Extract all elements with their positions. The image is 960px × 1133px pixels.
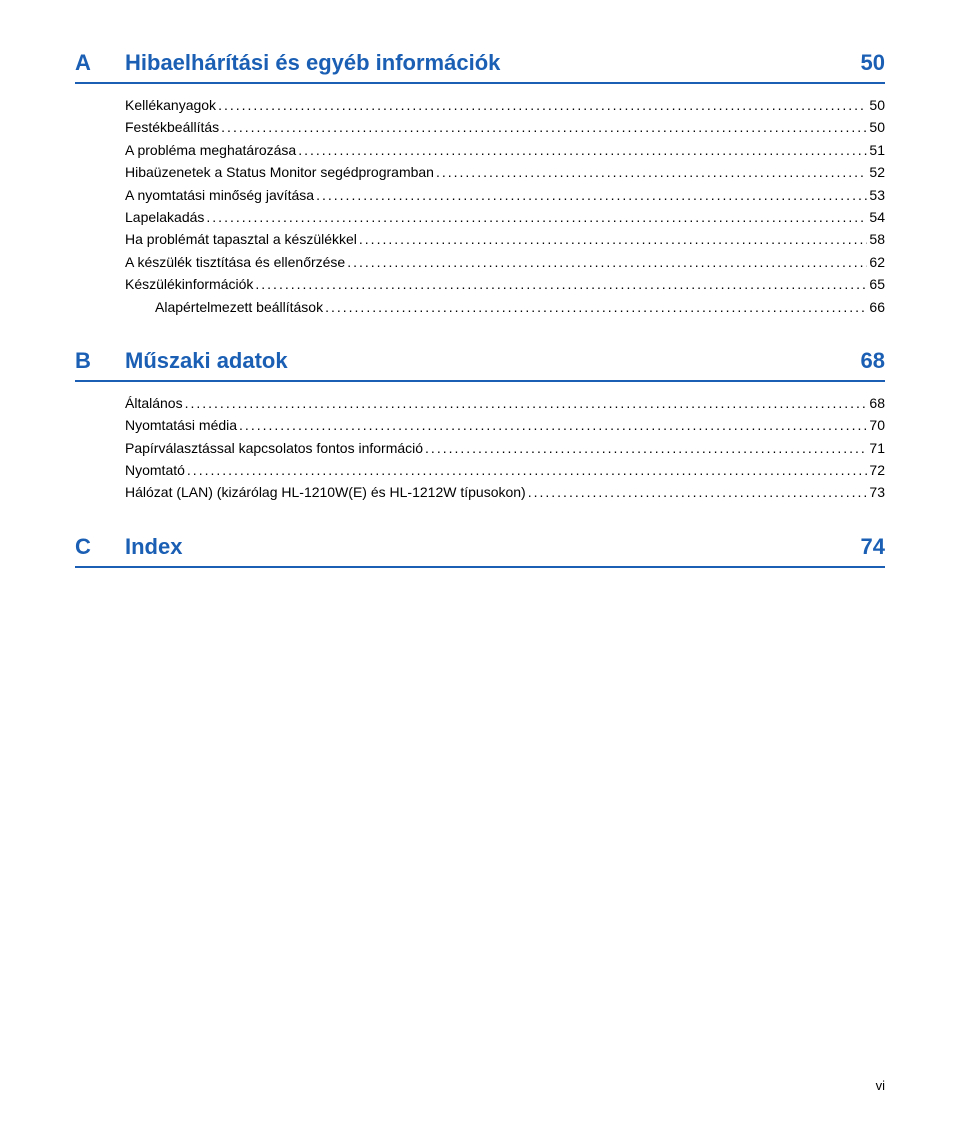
toc-leader-dots — [316, 184, 867, 206]
toc-leader-dots — [359, 228, 868, 250]
toc-item: Papírválasztással kapcsolatos fontos inf… — [125, 437, 885, 459]
table-of-contents: AHibaelhárítási és egyéb információk50Ke… — [75, 50, 885, 568]
toc-leader-dots — [347, 251, 867, 273]
toc-item-page: 65 — [869, 273, 885, 295]
toc-item-label: Papírválasztással kapcsolatos fontos inf… — [125, 437, 423, 459]
toc-item: Festékbeállítás 50 — [125, 116, 885, 138]
toc-item-label: Ha problémát tapasztal a készülékkel — [125, 228, 357, 250]
toc-item-page: 70 — [869, 414, 885, 436]
toc-item-page: 68 — [869, 392, 885, 414]
toc-section-letter: C — [75, 534, 125, 560]
toc-leader-dots — [325, 296, 867, 318]
toc-item-label: Lapelakadás — [125, 206, 204, 228]
toc-leader-dots — [221, 116, 867, 138]
toc-leader-dots — [425, 437, 867, 459]
toc-leader-dots — [255, 273, 867, 295]
toc-section-header: BMűszaki adatok68 — [75, 348, 885, 382]
toc-leader-dots — [185, 392, 868, 414]
toc-section-page: 50 — [861, 50, 885, 76]
toc-section: CIndex74 — [75, 534, 885, 568]
toc-leader-dots — [436, 161, 867, 183]
toc-item-page: 73 — [869, 481, 885, 503]
toc-item: Nyomtatási média 70 — [125, 414, 885, 436]
toc-section: AHibaelhárítási és egyéb információk50Ke… — [75, 50, 885, 318]
toc-item: Ha problémát tapasztal a készülékkel 58 — [125, 228, 885, 250]
toc-section-body: Kellékanyagok50Festékbeállítás50A problé… — [75, 94, 885, 318]
toc-item-label: Nyomtatási média — [125, 414, 237, 436]
toc-item: A készülék tisztítása és ellenőrzése 62 — [125, 251, 885, 273]
toc-item-page: 52 — [869, 161, 885, 183]
toc-item: Hálózat (LAN) (kizárólag HL-1210W(E) és … — [125, 481, 885, 503]
toc-item-label: A készülék tisztítása és ellenőrzése — [125, 251, 345, 273]
toc-leader-dots — [298, 139, 867, 161]
toc-item-page: 50 — [869, 116, 885, 138]
toc-item-page: 54 — [869, 206, 885, 228]
toc-item-label: A probléma meghatározása — [125, 139, 296, 161]
toc-item: A probléma meghatározása 51 — [125, 139, 885, 161]
toc-section-title: Műszaki adatok — [125, 348, 861, 374]
toc-item-label: Általános — [125, 392, 183, 414]
toc-item-page: 62 — [869, 251, 885, 273]
toc-item-label: Festékbeállítás — [125, 116, 219, 138]
toc-item-page: 72 — [869, 459, 885, 481]
toc-item-label: Hibaüzenetek a Status Monitor segédprogr… — [125, 161, 434, 183]
toc-item-page: 51 — [869, 139, 885, 161]
toc-item-page: 71 — [869, 437, 885, 459]
toc-leader-dots — [187, 459, 868, 481]
toc-item-page: 66 — [869, 296, 885, 318]
toc-section-header: CIndex74 — [75, 534, 885, 568]
toc-item: Hibaüzenetek a Status Monitor segédprogr… — [125, 161, 885, 183]
toc-item-page: 50 — [869, 94, 885, 116]
toc-section-page: 68 — [861, 348, 885, 374]
toc-leader-dots — [528, 481, 868, 503]
toc-item-label: Hálózat (LAN) (kizárólag HL-1210W(E) és … — [125, 481, 526, 503]
toc-leader-dots — [218, 94, 867, 116]
toc-item: Kellékanyagok 50 — [125, 94, 885, 116]
toc-section-letter: B — [75, 348, 125, 374]
toc-item-label: Nyomtató — [125, 459, 185, 481]
toc-section-body: Általános 68 Nyomtatási média 70 Papírválasz… — [75, 392, 885, 504]
toc-section-header: AHibaelhárítási és egyéb információk50 — [75, 50, 885, 84]
toc-item-page: 53 — [869, 184, 885, 206]
toc-section: BMűszaki adatok68Általános68Nyomtatási m… — [75, 348, 885, 504]
toc-item: Alapértelmezett beállítások 66 — [125, 296, 885, 318]
toc-item: Készülékinformációk 65 — [125, 273, 885, 295]
toc-section-page: 74 — [861, 534, 885, 560]
toc-item-label: Alapértelmezett beállítások — [155, 296, 323, 318]
toc-item-label: Készülékinformációk — [125, 273, 253, 295]
toc-section-title: Hibaelhárítási és egyéb információk — [125, 50, 861, 76]
page-footer-number: vi — [876, 1078, 885, 1093]
toc-leader-dots — [239, 414, 867, 436]
toc-section-title: Index — [125, 534, 861, 560]
toc-item: Nyomtató 72 — [125, 459, 885, 481]
toc-item-label: A nyomtatási minőség javítása — [125, 184, 314, 206]
toc-item: Általános 68 — [125, 392, 885, 414]
toc-item: Lapelakadás 54 — [125, 206, 885, 228]
toc-item: A nyomtatási minőség javítása 53 — [125, 184, 885, 206]
toc-leader-dots — [206, 206, 867, 228]
toc-item-label: Kellékanyagok — [125, 94, 216, 116]
toc-item-page: 58 — [869, 228, 885, 250]
toc-section-letter: A — [75, 50, 125, 76]
